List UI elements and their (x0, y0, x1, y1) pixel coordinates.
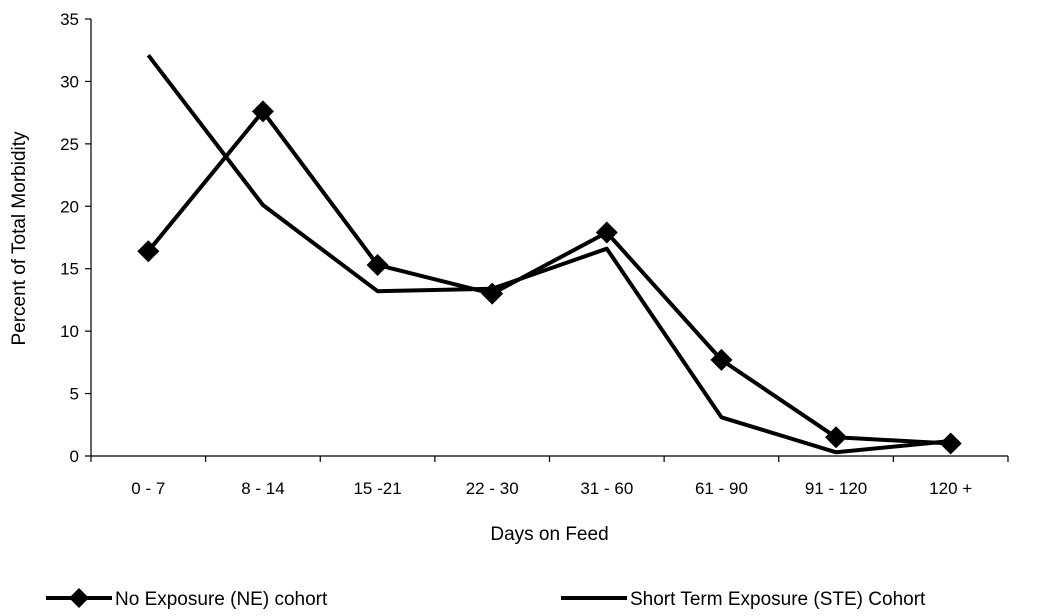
y-tick-label: 30 (60, 72, 79, 91)
data-point-marker (825, 426, 847, 448)
legend-marker-ne (69, 588, 89, 608)
x-tick-label: 15 -21 (353, 479, 401, 498)
y-axis-title: Percent of Total Morbidity (9, 131, 30, 346)
y-tick-label: 25 (60, 135, 79, 154)
series-line-0 (148, 111, 950, 443)
legend-label-ste: Short Term Exposure (STE) Cohort (630, 589, 926, 610)
y-tick-label: 10 (60, 322, 79, 341)
y-tick-label: 5 (70, 385, 79, 404)
y-tick-label: 15 (60, 260, 79, 279)
y-tick-label: 20 (60, 197, 79, 216)
legend: No Exposure (NE) cohort Short Term Expos… (46, 588, 926, 610)
legend-item-ne: No Exposure (NE) cohort (46, 588, 328, 610)
y-tick-label: 0 (70, 447, 79, 466)
x-axis: 0 - 7 8 - 14 15 -21 22 - 30 31 - 60 61 - 90 91… (91, 456, 1008, 498)
x-tick-label: 22 - 30 (466, 479, 519, 498)
x-tick-label: 0 - 7 (131, 479, 165, 498)
x-tick-label: 91 - 120 (805, 479, 867, 498)
x-tick-label: 61 - 90 (695, 479, 748, 498)
x-axis-title: Days on Feed (490, 524, 608, 545)
legend-item-ste: Short Term Exposure (STE) Cohort (561, 589, 926, 610)
x-tick-label: 31 - 60 (580, 479, 633, 498)
x-tick-label: 8 - 14 (241, 479, 284, 498)
legend-label-ne: No Exposure (NE) cohort (115, 589, 328, 610)
series-layer (137, 55, 961, 454)
y-axis: 0 5 10 15 20 25 30 35 (60, 10, 91, 466)
x-tick-label: 120 + (929, 479, 972, 498)
y-tick-label: 35 (60, 10, 79, 29)
